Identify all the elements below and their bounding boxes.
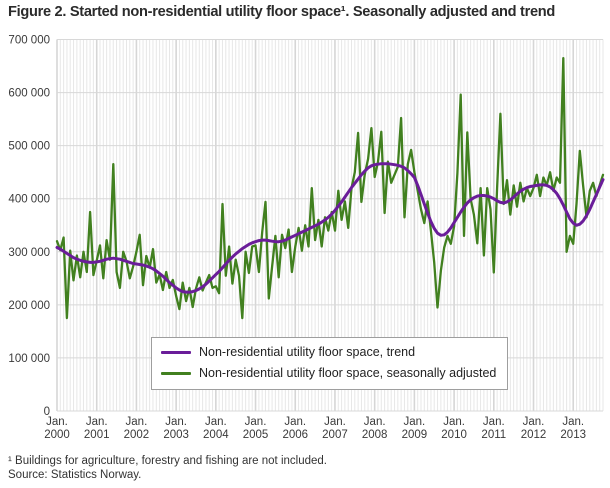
svg-text:2001: 2001 [84,429,110,441]
svg-text:0: 0 [44,406,50,418]
svg-text:Jan.: Jan. [562,416,584,428]
svg-text:400 000: 400 000 [8,194,50,206]
svg-text:500 000: 500 000 [8,141,50,153]
svg-text:2006: 2006 [282,429,308,441]
svg-text:Jan.: Jan. [523,416,545,428]
svg-text:Jan.: Jan. [364,416,386,428]
svg-text:2000: 2000 [44,429,70,441]
svg-text:2007: 2007 [322,429,348,441]
svg-text:2012: 2012 [521,429,547,441]
svg-text:2010: 2010 [441,429,467,441]
svg-text:Jan.: Jan. [443,416,465,428]
svg-text:2013: 2013 [560,429,586,441]
seasonal-line-swatch [161,371,191,375]
svg-text:Jan.: Jan. [46,416,68,428]
svg-text:Jan.: Jan. [284,416,306,428]
svg-text:Jan.: Jan. [245,416,267,428]
source-note: Source: Statistics Norway. [8,469,142,481]
svg-text:2003: 2003 [163,429,189,441]
svg-text:2004: 2004 [203,429,229,441]
chart-title: Figure 2. Started non-residential utilit… [8,4,556,20]
svg-text:600 000: 600 000 [8,88,50,100]
svg-text:700 000: 700 000 [8,35,50,47]
svg-text:Jan.: Jan. [86,416,108,428]
legend-label-seasonal: Non-residential utility floor space, sea… [199,365,497,380]
footnote: ¹ Buildings for agriculture, forestry an… [8,455,327,467]
svg-text:Jan.: Jan. [483,416,505,428]
legend-item-trend: Non-residential utility floor space, tre… [161,345,496,361]
svg-text:200 000: 200 000 [8,300,50,312]
svg-text:2008: 2008 [362,429,388,441]
svg-text:100 000: 100 000 [8,353,50,365]
legend-item-seasonal: Non-residential utility floor space, sea… [161,366,496,382]
svg-text:Jan.: Jan. [126,416,148,428]
legend-label-trend: Non-residential utility floor space, tre… [199,345,416,359]
svg-text:Jan.: Jan. [165,416,187,428]
svg-text:2002: 2002 [124,429,150,441]
svg-text:2009: 2009 [402,429,428,441]
svg-text:Jan.: Jan. [324,416,346,428]
svg-text:300 000: 300 000 [8,247,50,259]
svg-text:Jan.: Jan. [205,416,227,428]
trend-line-swatch [161,351,191,355]
svg-text:2005: 2005 [243,429,269,441]
svg-text:Jan.: Jan. [404,416,426,428]
svg-text:2011: 2011 [481,429,506,441]
legend: Non-residential utility floor space, tre… [151,337,509,391]
